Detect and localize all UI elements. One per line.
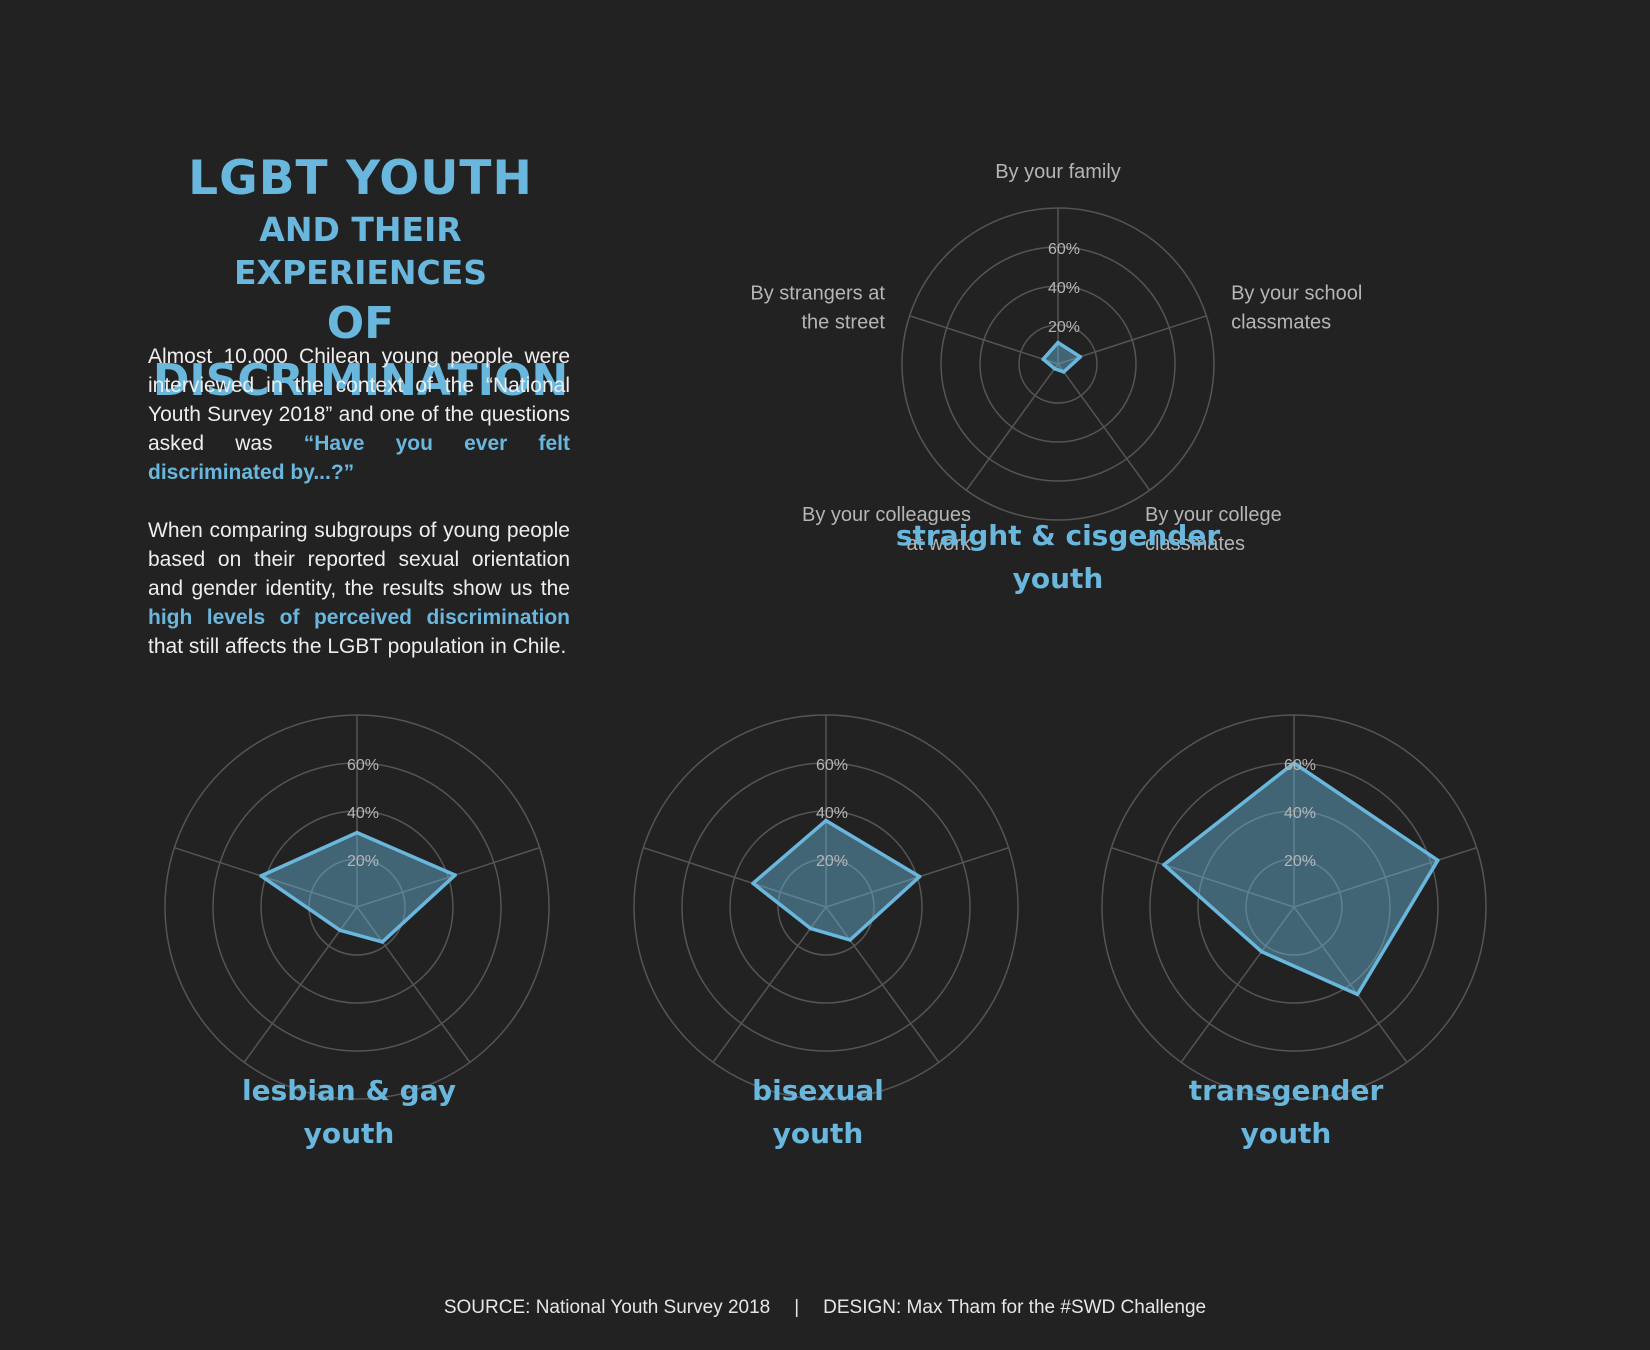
intro-p1-text: Almost 10.000 Chilean young people were …	[148, 345, 570, 455]
tick-label: 20%	[816, 853, 848, 870]
tick-label: 40%	[1048, 280, 1080, 297]
intro-text: Almost 10.000 Chilean young people were …	[148, 342, 570, 690]
axis-spoke	[1057, 315, 1207, 365]
intro-p2-text: When comparing subgroups of young people…	[148, 519, 570, 600]
title-line-1: LGBT YOUTH	[188, 151, 533, 206]
axis-spoke	[356, 846, 540, 908]
axis-label: the street	[802, 311, 886, 333]
axis-spoke	[356, 906, 471, 1063]
data-point	[380, 940, 385, 944]
radar-transgender: 20% 40% 60% transgender youth	[1101, 714, 1487, 1150]
intro-p1-highlight: “Have you ever felt discriminated by...?…	[148, 432, 570, 484]
title-line-2: AND THEIR EXPERIENCES	[233, 209, 488, 292]
data-polygon-transgender	[1162, 761, 1440, 997]
axis-label: classmates	[1145, 533, 1245, 555]
tick-label: 60%	[816, 757, 848, 774]
tick-label: 20%	[1284, 853, 1316, 870]
data-point	[1259, 949, 1264, 954]
intro-p2-tail: that still affects the LGBT population i…	[148, 635, 567, 658]
data-point	[1162, 862, 1166, 867]
intro-p2-highlight: high levels of perceived discrimination	[148, 606, 570, 629]
chart-title: straight & cisgender	[896, 519, 1220, 552]
axis-spoke	[825, 906, 940, 1063]
data-point	[1041, 357, 1045, 362]
data-point	[355, 830, 359, 835]
data-point	[1078, 355, 1083, 359]
data-point	[1056, 340, 1060, 345]
data-point	[751, 881, 755, 886]
axis-label: at work	[907, 533, 972, 555]
intro-paragraph-2: When comparing subgroups of young people…	[148, 516, 570, 661]
axis-spoke	[909, 315, 1059, 365]
footer-design: DESIGN: Max Tham for the #SWD Challenge	[823, 1297, 1207, 1318]
title-line-3: OF DISCRIMINATION	[152, 297, 569, 406]
data-polygon-lesbian-gay	[259, 830, 457, 944]
tick-label: 20%	[347, 853, 379, 870]
chart-title: transgender	[1189, 1074, 1384, 1107]
tick-label: 20%	[1048, 319, 1080, 336]
axis-spoke	[243, 906, 358, 1063]
data-polygon-bisexual	[751, 818, 922, 942]
title-block: LGBT YOUTH AND THEIR EXPERIENCES OF DISC…	[148, 150, 573, 409]
data-point	[1061, 370, 1066, 374]
axis-label: classmates	[1231, 311, 1331, 333]
axis-label: By strangers at	[750, 282, 885, 304]
axis-spoke	[965, 363, 1059, 491]
data-polygon-straight-cisgender	[1041, 340, 1083, 374]
data-point	[808, 926, 813, 931]
axis-spoke	[1057, 363, 1151, 491]
data-point	[1292, 761, 1296, 765]
data-point	[1052, 366, 1057, 371]
chart-title: bisexual	[752, 1074, 884, 1107]
radar-bisexual: 20% 40% 60% bisexual youth	[633, 714, 1019, 1150]
data-point	[917, 874, 922, 879]
tick-label: 60%	[1284, 757, 1316, 774]
data-point	[848, 938, 852, 942]
chart-title: lesbian & gay	[242, 1074, 456, 1107]
data-point	[453, 873, 457, 877]
data-point	[824, 818, 828, 823]
radar-straight-cisgender: 20% 40% 60% By your family By your school cla…	[750, 161, 1362, 595]
axis-spoke	[712, 906, 827, 1063]
tick-label: 40%	[816, 805, 848, 822]
data-point	[259, 874, 263, 878]
tick-label: 40%	[347, 805, 379, 822]
footer-separator: |	[794, 1297, 800, 1318]
footer-source: SOURCE: National Youth Survey 2018	[443, 1297, 771, 1318]
axis-label: By your family	[995, 161, 1121, 183]
data-point	[338, 928, 342, 933]
tick-label: 60%	[347, 757, 379, 774]
axis-label: By your school	[1231, 282, 1362, 304]
axis-label: By your college	[1145, 504, 1282, 526]
tick-label: 40%	[1284, 805, 1316, 822]
axis-label: By your colleagues	[802, 504, 971, 526]
data-point	[1355, 992, 1360, 997]
data-point	[1436, 858, 1440, 863]
axis-spoke	[1111, 846, 1295, 908]
axis-spoke	[1293, 906, 1408, 1063]
tick-label: 60%	[1048, 241, 1080, 258]
axis-spoke	[643, 846, 827, 908]
axis-spoke	[1293, 846, 1477, 908]
footer: SOURCE: National Youth Survey 2018 | DESIG…	[0, 1297, 1650, 1319]
chart-title: youth	[1013, 562, 1104, 595]
chart-title: youth	[1241, 1117, 1332, 1150]
axis-spoke	[1180, 906, 1295, 1063]
radar-lesbian-gay: 20% 40% 60% lesbian & gay youth	[164, 714, 550, 1150]
chart-title: youth	[773, 1117, 864, 1150]
intro-paragraph-1: Almost 10.000 Chilean young people were …	[148, 342, 570, 487]
chart-title: youth	[304, 1117, 395, 1150]
